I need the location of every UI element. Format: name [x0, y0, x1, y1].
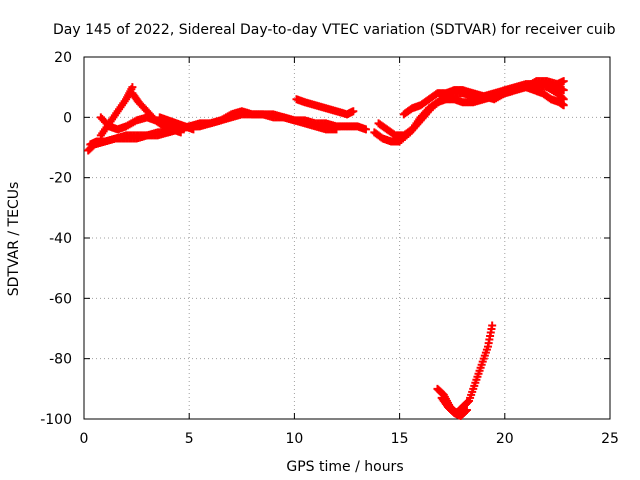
data-point	[488, 321, 497, 330]
y-tick-label: -80	[49, 352, 72, 368]
data-point	[559, 86, 568, 95]
y-tick-label: 20	[54, 50, 72, 66]
series-arc-10	[399, 77, 568, 119]
x-tick-label: 0	[80, 431, 89, 447]
x-tick-label: 20	[496, 431, 514, 447]
series-arc-5	[96, 113, 160, 134]
data-point	[463, 397, 472, 406]
x-tick-label: 10	[285, 431, 303, 447]
chart-title: Day 145 of 2022, Sidereal Day-to-day VTE…	[53, 22, 616, 38]
data-point	[189, 125, 198, 134]
series-arc-7	[292, 95, 358, 119]
x-tick-label: 15	[391, 431, 409, 447]
series-arc-13	[437, 393, 471, 420]
data-point	[361, 125, 370, 134]
data-point	[349, 107, 358, 116]
data-point	[151, 116, 160, 125]
y-tick-label: -100	[40, 412, 72, 428]
data-point	[559, 101, 568, 110]
axis-ticks: 0 5 10 15 20 25 -100 -80 -60 -40 -20 0 20	[40, 50, 619, 447]
x-tick-label: 5	[185, 431, 194, 447]
y-tick-label: -20	[49, 171, 72, 187]
series-arc-11	[521, 83, 568, 110]
data-point	[461, 406, 470, 415]
y-tick-label: -60	[49, 291, 72, 307]
data-point	[462, 405, 471, 414]
data-points	[84, 77, 568, 420]
x-axis-label: GPS time / hours	[286, 459, 403, 475]
data-point	[176, 128, 185, 137]
x-tick-label: 25	[601, 431, 619, 447]
series-arc-6	[155, 113, 198, 134]
data-point	[559, 77, 568, 86]
y-tick-label: 0	[63, 110, 72, 126]
y-axis-label: SDTVAR / TECUs	[6, 182, 22, 297]
y-tick-label: -40	[49, 231, 72, 247]
